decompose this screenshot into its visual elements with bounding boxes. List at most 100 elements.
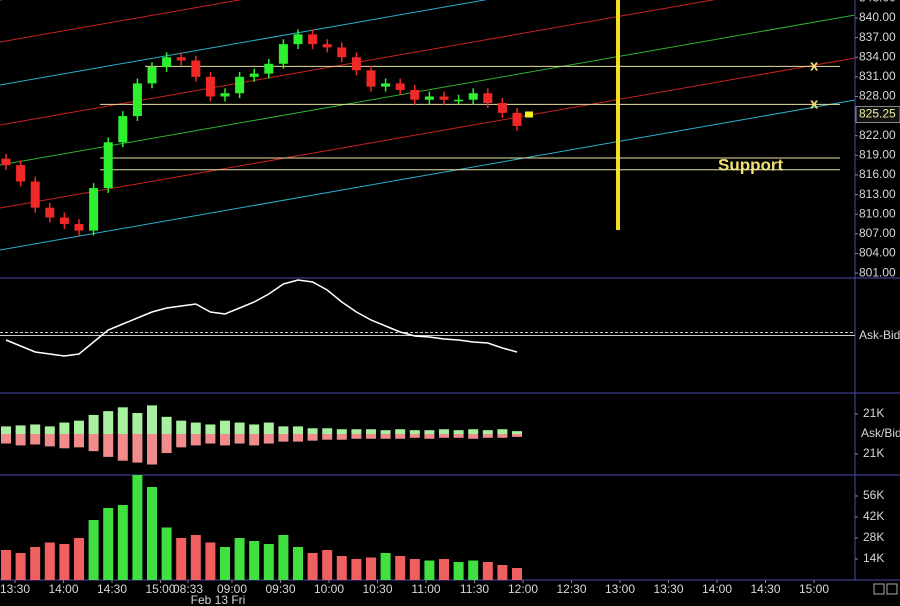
candle-body xyxy=(205,76,215,97)
candle-body xyxy=(337,47,347,58)
volume-bar xyxy=(322,550,333,580)
y-tick-label: 843.00 xyxy=(859,0,896,5)
volume-bar xyxy=(439,559,449,580)
candle-body xyxy=(395,83,405,90)
last-price-label: 825.25 xyxy=(859,107,896,121)
bid-bar xyxy=(468,434,479,439)
ask-bar xyxy=(205,424,216,434)
window-button[interactable] xyxy=(886,583,898,595)
x-tick-label: 10:00 xyxy=(314,582,344,596)
bid-bar xyxy=(103,434,114,457)
ask-bar xyxy=(439,429,449,434)
ask-bar xyxy=(74,420,84,434)
x-tick-label: 15:00 xyxy=(799,582,829,596)
x-tick-label: 09:30 xyxy=(265,582,295,596)
bid-bar xyxy=(409,434,420,438)
volume-bar xyxy=(117,505,128,580)
candle-body xyxy=(264,63,274,74)
ask-bar xyxy=(59,422,70,434)
candle-body xyxy=(483,93,493,104)
x-tick-label: 13:30 xyxy=(0,582,30,596)
candle-body xyxy=(132,83,142,117)
ask-bar xyxy=(307,428,318,434)
candle-body xyxy=(293,34,303,45)
ask-bar xyxy=(1,426,11,434)
bid-bar xyxy=(439,434,449,438)
candle-body xyxy=(381,83,391,87)
ask-bar xyxy=(15,425,26,434)
volume-bar xyxy=(132,475,143,580)
ask-bar xyxy=(234,422,245,434)
bid-bar xyxy=(147,434,157,465)
volume-bar xyxy=(44,542,55,580)
ask-bar xyxy=(453,430,464,434)
volume-bar xyxy=(74,538,84,580)
candle-body xyxy=(220,93,230,97)
ask-bid-line xyxy=(5,279,518,357)
ask-bar xyxy=(278,426,289,434)
bid-bar xyxy=(307,434,318,441)
bid-bar xyxy=(380,434,391,439)
candle-body xyxy=(468,93,478,100)
x-tick-label: 14:00 xyxy=(702,582,732,596)
x-tick-label: 11:30 xyxy=(460,582,489,596)
bid-bar xyxy=(74,434,84,448)
panel-label: Ask/Bid xyxy=(861,426,900,440)
y-tick-label: 816.00 xyxy=(859,167,896,181)
last-price-marker xyxy=(525,111,533,118)
bid-bar xyxy=(1,434,11,444)
ask-bar xyxy=(117,407,128,434)
candle-body xyxy=(249,73,259,77)
y-tick-label: 837.00 xyxy=(859,30,896,44)
ask-bar xyxy=(220,420,230,434)
ask-bar xyxy=(468,429,479,434)
y-tick-label: 42K xyxy=(863,509,884,523)
bid-bar xyxy=(278,434,289,442)
y-tick-label: 804.00 xyxy=(859,246,896,260)
volume-bar xyxy=(351,559,362,580)
volume-bar xyxy=(278,535,289,580)
volume-bar xyxy=(453,562,464,580)
candle-body xyxy=(191,60,201,77)
volume-bar xyxy=(190,535,201,580)
ask-bar xyxy=(293,426,303,434)
volume-bar xyxy=(176,538,187,580)
x-tick-label: 15:00 xyxy=(145,582,175,596)
bid-bar xyxy=(59,434,70,449)
y-tick-label: 819.00 xyxy=(859,148,896,162)
bid-bar xyxy=(263,434,274,444)
channel-line xyxy=(0,99,856,251)
ask-bar xyxy=(132,413,143,434)
level-label: x xyxy=(810,57,819,74)
ask-bar xyxy=(409,430,420,434)
channel-line xyxy=(0,0,488,86)
volume-bar xyxy=(497,565,508,580)
candle-body xyxy=(118,116,128,143)
bid-bar xyxy=(205,434,216,444)
candle-body xyxy=(1,158,11,166)
ask-bar xyxy=(497,429,508,434)
bid-bar xyxy=(88,434,99,452)
bid-bar xyxy=(30,434,41,445)
ask-bar xyxy=(161,416,172,434)
candle-body xyxy=(89,188,99,231)
x-tick-label: 14:30 xyxy=(750,582,780,596)
volume-bar xyxy=(293,547,303,580)
ask-bar xyxy=(103,411,114,434)
volume-bar xyxy=(395,556,406,580)
bid-bar xyxy=(497,434,508,438)
ask-bar xyxy=(30,424,41,434)
y-tick-label: 840.00 xyxy=(859,10,896,24)
volume-bar xyxy=(205,542,216,580)
channel-line xyxy=(0,0,243,43)
bid-bar xyxy=(220,434,230,446)
bid-bar xyxy=(395,434,406,439)
window-button[interactable] xyxy=(873,583,885,595)
volume-bar xyxy=(161,527,172,580)
bid-bar xyxy=(293,434,303,442)
channel-line xyxy=(0,14,856,166)
candle-body xyxy=(322,44,332,48)
ask-bar xyxy=(336,429,347,434)
bid-bar xyxy=(190,434,201,446)
level-label: x xyxy=(810,95,819,112)
